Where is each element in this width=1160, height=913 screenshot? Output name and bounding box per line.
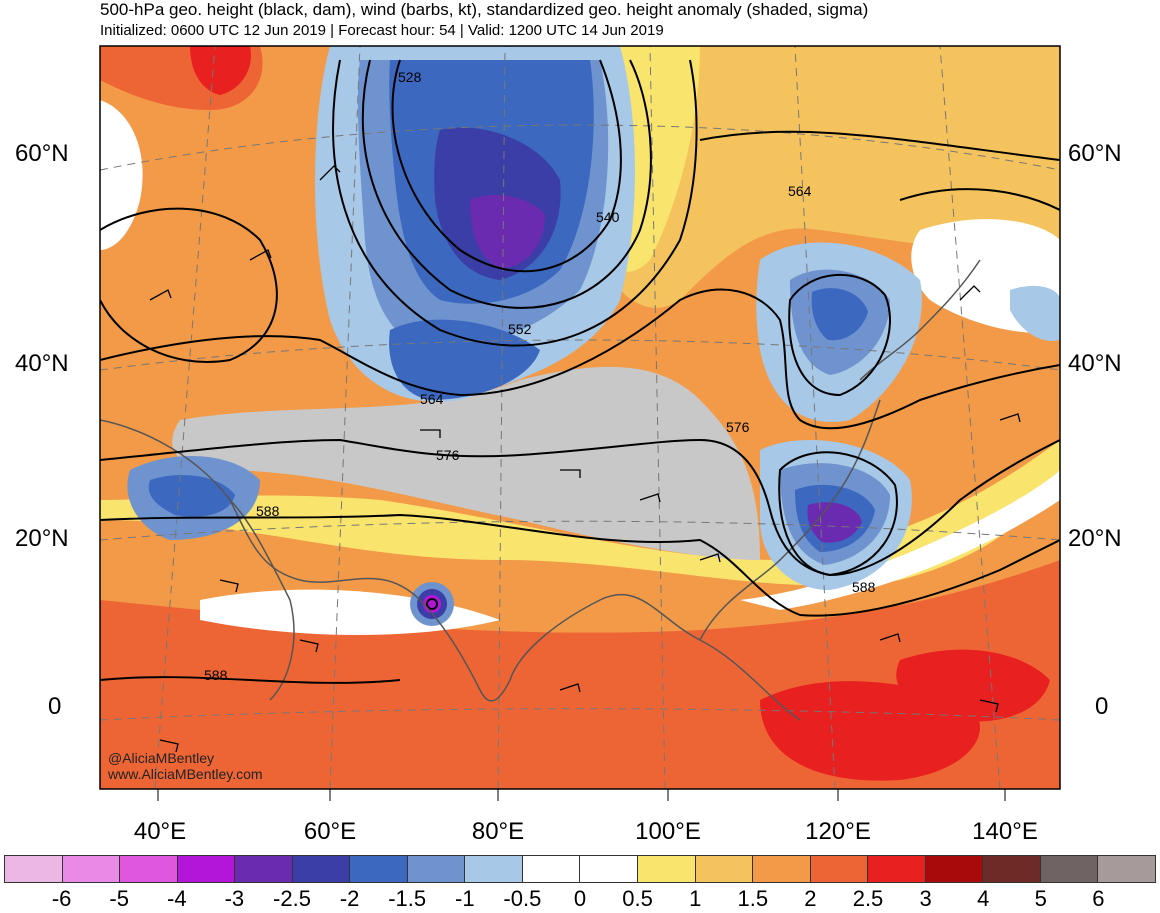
colorbar-labels: -6 -5 -4 -3 -2.5 -2 -1.5 -1 -0.5 0 0.5 1 1.5 2 2.5 3 4 5 6 <box>0 886 1160 912</box>
colorbar-label: 0 <box>573 886 587 911</box>
colorbar-label: -0.5 <box>503 886 542 911</box>
lat-label-right: 20°N <box>1068 525 1122 552</box>
colorbar-segment <box>810 856 869 882</box>
cyclone-contour <box>426 598 438 610</box>
map-frame <box>99 45 1061 790</box>
anomaly-northwest-max <box>190 46 251 95</box>
graticule <box>100 46 1060 789</box>
colorbar-segment <box>62 856 121 882</box>
colorbar-segment <box>638 856 696 882</box>
anomaly-band-yellow <box>100 440 1060 586</box>
colorbar-segment <box>868 856 926 882</box>
colorbar-label: -2 <box>339 886 360 911</box>
anomaly-northeast-blue <box>1010 285 1060 341</box>
colorbar-label: 5 <box>1034 886 1047 911</box>
anomaly-band-neutral-east <box>740 470 1060 610</box>
lat-label-left: 0 <box>48 693 62 720</box>
cyclone-core <box>423 595 441 613</box>
colorbar-label: 3 <box>919 886 932 911</box>
colorbar-segment <box>407 856 466 882</box>
lat-label-left: 40°N <box>15 350 69 377</box>
anomaly-low-west-siberia-core <box>470 195 545 269</box>
colorbar-label: -5 <box>109 886 129 911</box>
coastlines <box>100 259 981 721</box>
credit-site: www.AliciaMBentley.com <box>108 766 263 782</box>
lon-label: 140°E <box>972 818 1038 845</box>
colorbar-segment <box>292 856 351 882</box>
contour-label-group: 528 540 552 564 564 576 576 588 588 588 <box>204 69 876 683</box>
lat-label-left: 60°N <box>15 140 69 167</box>
colorbar-label: -3 <box>224 886 245 911</box>
lon-ticks <box>157 789 1006 801</box>
anomaly-northwest-white <box>100 100 143 250</box>
colorbar-segment <box>235 856 293 882</box>
contour-label: 564 <box>420 391 444 407</box>
contour-label: 576 <box>726 419 750 435</box>
colorbar <box>4 855 1156 883</box>
anomaly-low-arabia-2 <box>148 475 235 517</box>
colorbar-label: -1 <box>455 886 475 911</box>
wind-barbs <box>149 165 1021 753</box>
credit: @AliciaMBentley www.AliciaMBentley.com <box>108 750 263 782</box>
colorbar-label: -2.5 <box>273 886 311 911</box>
colorbar-segment <box>753 856 811 882</box>
map-subtitle: Initialized: 0600 UTC 12 Jun 2019 | Fore… <box>100 22 664 39</box>
colorbar-label: 1 <box>689 886 702 911</box>
map-title: 500-hPa geo. height (black, dam), wind (… <box>100 0 869 19</box>
colorbar-segment <box>5 856 63 882</box>
colorbar-segment <box>925 856 984 882</box>
colorbar-segment <box>350 856 408 882</box>
contour-label: 528 <box>398 69 422 85</box>
lon-label: 60°E <box>303 818 357 845</box>
colorbar-segment <box>522 856 581 882</box>
contour-label: 540 <box>596 209 620 225</box>
colorbar-segment <box>1040 856 1099 882</box>
contour-label: 552 <box>508 321 532 337</box>
colorbar-segment <box>580 856 639 882</box>
lon-label: 100°E <box>635 818 701 845</box>
colorbar-segment <box>1098 856 1155 882</box>
colorbar-label: 2 <box>804 886 817 911</box>
colorbar-segment <box>177 856 236 882</box>
colorbar-label: 4 <box>977 886 990 911</box>
lat-label-right: 40°N <box>1068 350 1122 377</box>
anomaly-band-grey <box>172 366 760 560</box>
anomaly-max-pacific <box>896 649 1050 722</box>
contour-label: 564 <box>788 183 812 199</box>
lat-label-right: 60°N <box>1068 140 1122 167</box>
height-contours <box>100 59 1060 684</box>
colorbar-label: 6 <box>1092 886 1105 911</box>
credit-handle: @AliciaMBentley <box>108 750 215 766</box>
lon-label: 80°E <box>471 818 525 845</box>
contour-label: 588 <box>852 579 876 595</box>
lon-label: 40°E <box>133 818 187 845</box>
colorbar-label: -6 <box>51 886 72 911</box>
lon-label: 120°E <box>805 818 871 845</box>
colorbar-label: -1.5 <box>388 886 427 911</box>
lat-label-right: 0 <box>1095 693 1109 720</box>
contour-label: 588 <box>256 503 280 519</box>
contour-label: 588 <box>204 667 228 683</box>
colorbar-label: 2.5 <box>852 886 884 911</box>
colorbar-segment <box>695 856 754 882</box>
colorbar-label: 0.5 <box>622 886 653 911</box>
colorbar-label: 1.5 <box>737 886 769 911</box>
colorbar-segment <box>983 856 1041 882</box>
anomaly-low-ne-china-3 <box>811 288 868 341</box>
colorbar-segment <box>465 856 523 882</box>
lat-label-left: 20°N <box>15 525 69 552</box>
colorbar-label: -4 <box>167 886 187 911</box>
contour-label: 576 <box>436 447 460 463</box>
colorbar-segment <box>120 856 178 882</box>
